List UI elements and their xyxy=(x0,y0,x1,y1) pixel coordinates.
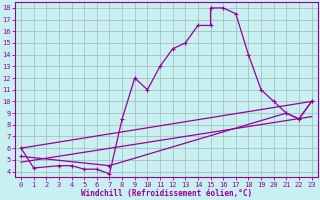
X-axis label: Windchill (Refroidissement éolien,°C): Windchill (Refroidissement éolien,°C) xyxy=(81,189,252,198)
